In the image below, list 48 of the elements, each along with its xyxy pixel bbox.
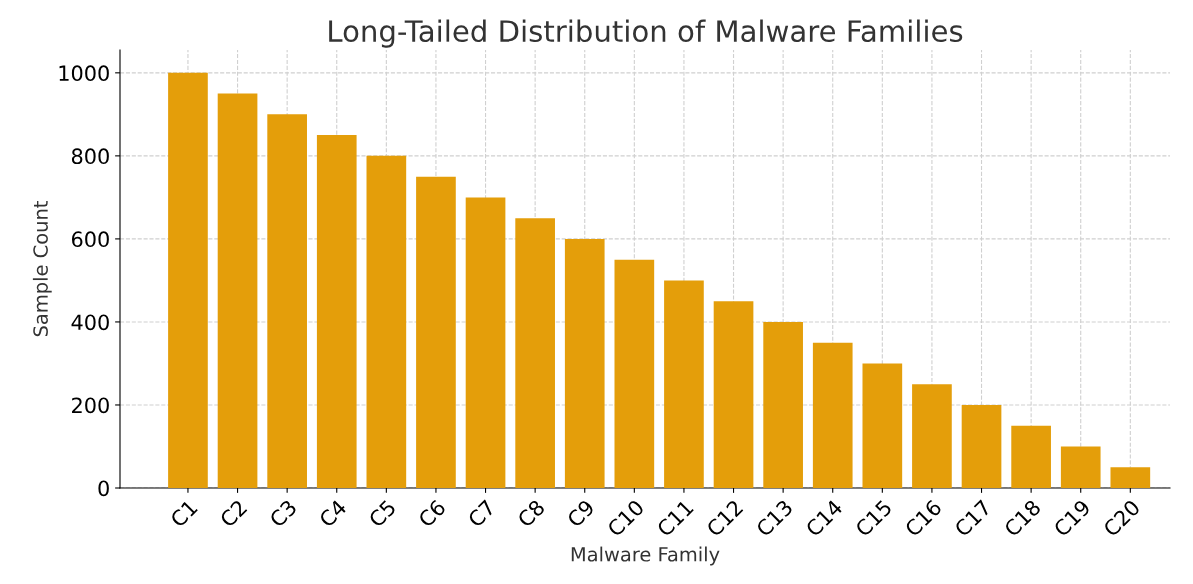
x-tick-label: C5 [367, 499, 397, 528]
y-tick-label: 1000 [59, 65, 109, 82]
bar [515, 218, 555, 488]
x-axis-title: Malware Family [571, 546, 720, 566]
bar [168, 72, 208, 488]
bar [862, 363, 903, 488]
x-tick-label: C13 [755, 499, 794, 538]
x-tick-label: C2 [218, 499, 248, 528]
x-tick-label: C11 [655, 499, 694, 538]
x-tick-label: C4 [318, 498, 348, 528]
x-tick-label: C3 [268, 499, 298, 528]
x-tick-label: C1 [169, 499, 198, 528]
x-tick-label: C6 [417, 498, 447, 528]
bar [1011, 425, 1051, 488]
bar [1060, 446, 1101, 488]
y-axis-title: Sample Count [32, 201, 52, 337]
bar [416, 176, 456, 488]
bar [366, 155, 407, 488]
x-tick-label: C9 [566, 499, 596, 528]
x-tick-label: C8 [516, 498, 546, 528]
bar [564, 238, 605, 488]
bar [912, 384, 952, 488]
bar [961, 404, 1002, 488]
x-tick-label: C18 [1003, 498, 1042, 538]
x-tick-label: C7 [466, 499, 496, 528]
bar [316, 135, 357, 488]
chart-title: Long-Tailed Distribution of Malware Families [329, 19, 963, 48]
y-tick-label: 200 [72, 397, 109, 414]
bar [713, 301, 754, 488]
y-tick-label: 600 [71, 231, 109, 248]
bar [664, 280, 704, 488]
y-tick-label: 400 [71, 314, 109, 331]
x-tick-label: C16 [903, 498, 943, 538]
x-tick-label: C14 [804, 498, 844, 538]
bar [614, 259, 655, 488]
y-tick-label: 800 [71, 148, 109, 165]
bar [217, 93, 258, 488]
bar [1110, 467, 1151, 488]
x-tick-label: C15 [854, 499, 893, 538]
x-tick-label: C20 [1102, 498, 1141, 538]
y-tick-label: 0 [98, 480, 109, 497]
bar [267, 114, 307, 488]
x-tick-label: C19 [1052, 499, 1092, 538]
bar [465, 197, 506, 488]
bar [812, 342, 853, 488]
x-tick-label: C10 [606, 498, 645, 538]
bar [763, 321, 803, 488]
x-tick-label: C12 [705, 499, 744, 538]
